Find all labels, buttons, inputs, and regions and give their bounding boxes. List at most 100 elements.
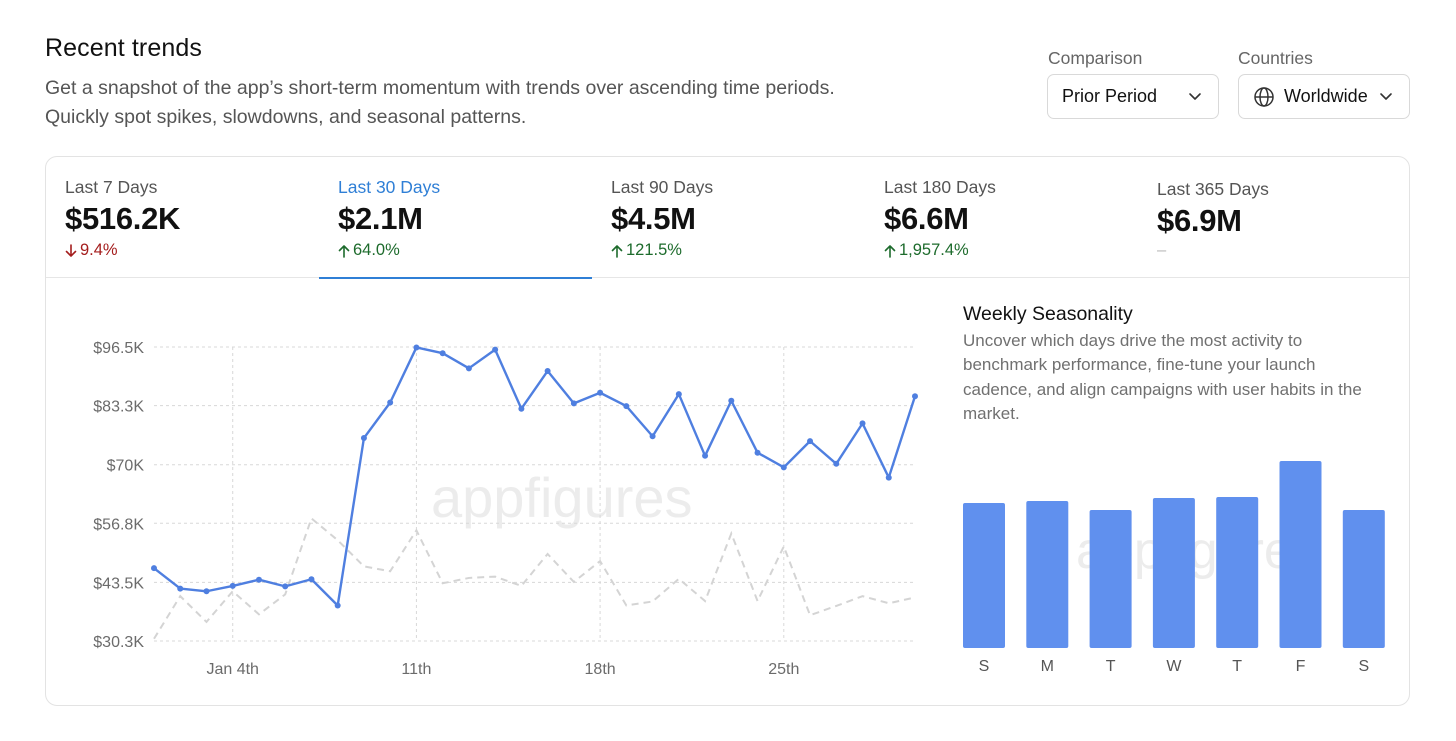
current-period-point: [518, 405, 525, 412]
current-period-point: [177, 585, 184, 592]
countries-select[interactable]: Worldwide: [1238, 74, 1410, 119]
tab-label: Last 7 Days: [65, 177, 158, 197]
trends-card: Last 7 Days $516.2K 9.4% Last 30 Days $2…: [45, 156, 1410, 706]
seasonality-bar: [1342, 510, 1385, 648]
current-period-point: [229, 582, 236, 589]
tab-last-7-days[interactable]: Last 7 Days $516.2K 9.4%: [46, 157, 319, 278]
seasonality-bar: [963, 503, 1005, 648]
tab-change-value: 1,957.4%: [899, 241, 969, 259]
line-chart-series: [151, 344, 918, 640]
comparison-select-value: Prior Period: [1062, 86, 1158, 106]
tab-value: $2.1M: [338, 201, 423, 236]
current-period-point: [360, 435, 367, 442]
seasonality-bar: [1089, 510, 1132, 648]
seasonality-bar: [1152, 498, 1195, 648]
revenue-line-chart: appfigures $30.3K$43.5K$56.8K$70K$83.3K$…: [93, 340, 918, 678]
globe-icon: [1254, 86, 1274, 107]
current-period-point: [833, 460, 840, 467]
current-period-point: [780, 464, 787, 471]
day-label: T: [1106, 658, 1116, 675]
tab-value: $516.2K: [65, 201, 181, 236]
day-label: S: [979, 658, 990, 675]
y-tick-label: $56.8K: [93, 516, 144, 533]
current-period-point: [334, 602, 341, 609]
seasonality-bar: [1216, 497, 1259, 648]
tab-label: Last 90 Days: [611, 177, 714, 197]
current-period-point: [675, 391, 682, 398]
y-tick-label: $83.3K: [93, 399, 144, 416]
y-tick-label: $43.5K: [93, 575, 144, 592]
line-chart-x-ticks: Jan 4th 11th 18th 25th: [206, 661, 799, 678]
x-tick-label: 18th: [585, 661, 616, 678]
period-tabs: Last 7 Days $516.2K 9.4% Last 30 Days $2…: [46, 157, 1409, 279]
comparison-label: Comparison: [1048, 48, 1143, 68]
tab-value: $4.5M: [611, 201, 696, 236]
tab-change: 1,957.4%: [884, 241, 969, 260]
day-label: F: [1296, 658, 1306, 675]
arrow-down-icon: [65, 243, 77, 257]
current-period-point: [492, 346, 499, 353]
current-period-point: [754, 449, 761, 456]
current-period-point: [807, 438, 814, 445]
x-tick-label: 11th: [401, 661, 431, 678]
tab-label: Last 30 Days: [338, 177, 441, 197]
day-label: M: [1041, 658, 1054, 675]
seasonality-bar: [1279, 461, 1322, 648]
current-period-point: [885, 474, 892, 481]
tab-change: 64.0%: [338, 241, 400, 260]
trends-charts: appfigures $30.3K$43.5K$56.8K$70K$83.3K$…: [93, 340, 1385, 678]
current-period-point: [387, 399, 394, 406]
current-period-point: [151, 565, 157, 572]
tab-change-value: 121.5%: [626, 241, 682, 259]
line-chart-y-ticks: $30.3K $43.5K $56.8K $70K $83.3K $96.5K: [93, 340, 144, 651]
current-period-line: [153, 346, 917, 607]
countries-select-value: Worldwide: [1284, 86, 1368, 106]
tab-change-value: 9.4%: [80, 241, 118, 259]
x-tick-label: Jan 4th: [206, 661, 258, 678]
current-period-point: [544, 367, 551, 374]
current-period-point: [728, 397, 735, 404]
current-period-point: [308, 576, 315, 583]
tab-value: $6.6M: [884, 201, 969, 236]
current-period-point: [570, 400, 577, 407]
seasonality-title: Weekly Seasonality: [963, 303, 1133, 325]
countries-label: Countries: [1238, 48, 1313, 68]
tab-last-365-days[interactable]: Last 365 Days $6.9M –: [1138, 157, 1409, 278]
current-period-point: [203, 588, 210, 595]
tab-last-30-days[interactable]: Last 30 Days $2.1M 64.0%: [319, 157, 592, 279]
current-period-point: [912, 393, 918, 400]
chevron-down-icon: [1380, 93, 1392, 100]
current-period-point: [465, 365, 472, 372]
current-period-point: [413, 344, 420, 351]
tab-label: Last 180 Days: [884, 177, 996, 197]
arrow-up-icon: [611, 244, 623, 258]
tab-change: 9.4%: [65, 241, 118, 260]
prior-period-line: [153, 516, 916, 640]
arrow-up-icon: [338, 244, 350, 258]
tab-change: 121.5%: [611, 241, 682, 260]
seasonality-bars: [963, 461, 1385, 648]
comparison-select[interactable]: Prior Period: [1047, 74, 1219, 119]
arrow-up-icon: [884, 244, 896, 258]
tab-label: Last 365 Days: [1157, 179, 1269, 199]
tab-change-value: –: [1157, 241, 1167, 259]
chevron-down-icon: [1189, 93, 1201, 100]
current-period-point: [649, 433, 656, 440]
current-period-point: [623, 403, 630, 410]
y-tick-label: $70K: [107, 458, 145, 475]
tab-last-180-days[interactable]: Last 180 Days $6.6M 1,957.4%: [865, 157, 1138, 278]
current-period-point: [702, 452, 709, 459]
current-period-point: [597, 389, 604, 396]
tab-change: –: [1157, 241, 1166, 260]
header-title: Recent trends: [45, 34, 202, 62]
tab-last-90-days[interactable]: Last 90 Days $4.5M 121.5%: [592, 157, 865, 278]
x-tick-label: 25th: [768, 661, 799, 678]
current-period-point: [859, 420, 866, 427]
day-label: S: [1358, 658, 1369, 675]
current-period-point: [282, 583, 289, 590]
day-label: T: [1232, 658, 1242, 675]
header-description: Get a snapshot of the app’s short-term m…: [45, 77, 835, 128]
seasonality-bar: [1026, 501, 1069, 648]
y-tick-label: $30.3K: [93, 634, 144, 651]
